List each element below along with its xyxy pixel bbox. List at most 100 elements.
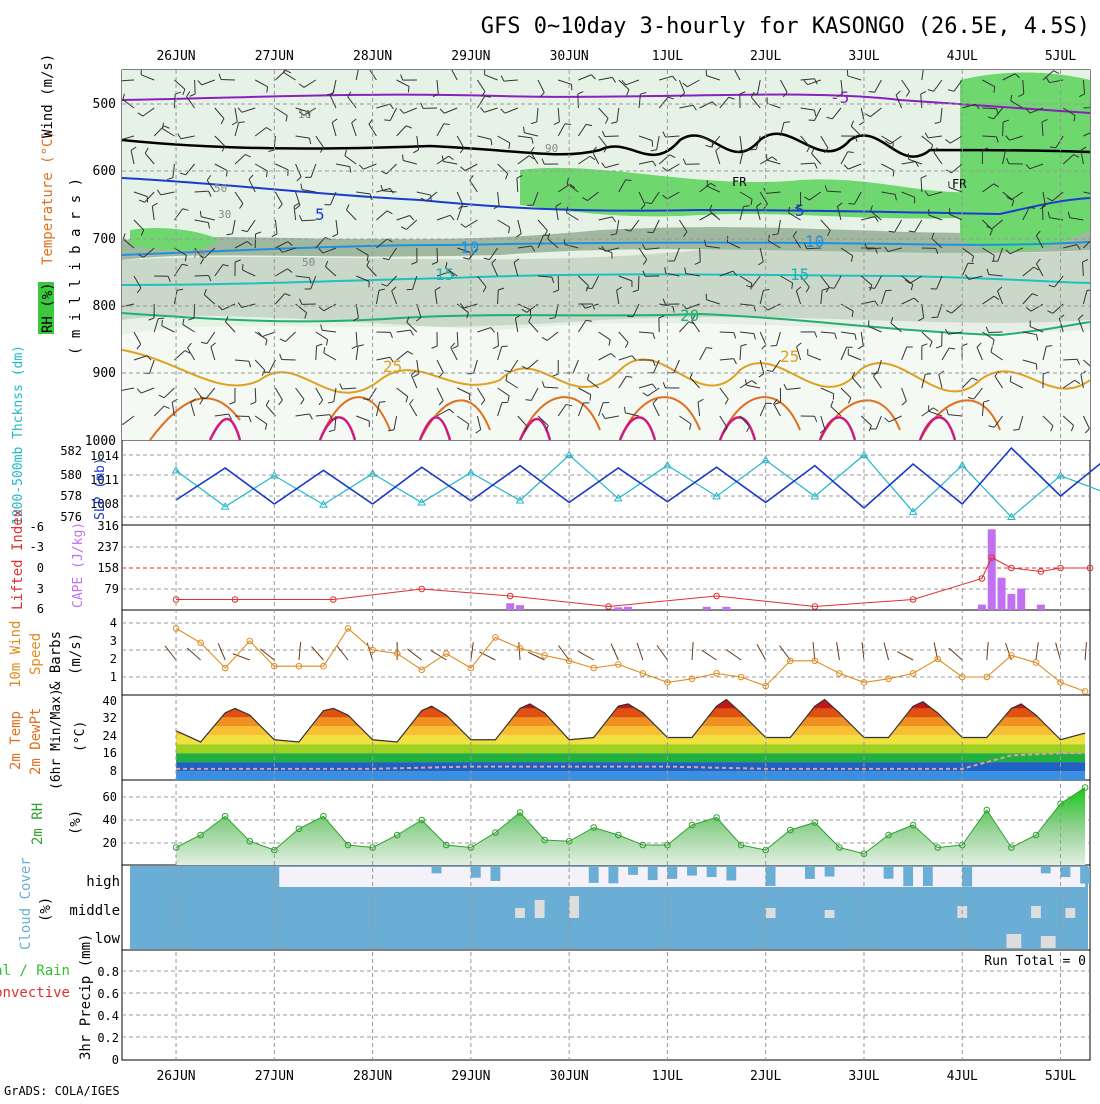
wind10-label-d: (m/s) [68,633,84,675]
wind10-barb [813,642,815,660]
cape-bar [988,529,996,610]
rh-tick-40: 40 [103,813,117,827]
credit-label: GrADS: COLA/IGES [4,1084,120,1098]
rh-label-50: 50 [214,182,227,195]
temp2m-label-b: 2m DewPt [28,708,44,775]
high-cloud-block [766,867,776,886]
rh2m-label-a: 2m RH [30,803,46,845]
slp-label: SLP (mb) [93,457,108,520]
rh-label-10: 10 [298,108,311,121]
temp2m-label-a: 2m Temp [8,711,24,770]
high-cloud-block [687,867,697,876]
chart-title: GFS 0~10day 3-hourly for KASONGO (26.5E,… [481,14,1090,39]
contour-label-20: 20 [680,306,699,325]
wind-barb [638,276,639,290]
wind-barb-flag [1036,364,1037,370]
temp2m-label-c: (6hr Min/Max) [49,688,64,790]
lifted-index-label: Lifted Index [10,509,26,610]
wind-barb-flag [1092,369,1094,375]
thickness-line [173,452,1100,520]
cloud-label-a: Cloud Cover [18,857,34,950]
run-total: Run Total = 0 [984,954,1086,969]
wind10-path [176,628,1085,691]
li-tick-6: 6 [37,602,44,616]
thick-tick-578: 578 [60,489,82,503]
wind-barb [437,248,438,262]
date-label-top: 29JUN [451,49,490,64]
wind10-barb [337,646,348,660]
cape-bar [998,578,1006,610]
date-label-bottom: 5JUL [1045,1069,1076,1084]
wind-barb-flag [408,86,409,92]
wind-barb-flag [809,120,815,121]
wind10-label-b: Speed [28,633,44,675]
upper-tick-900: 900 [93,366,116,381]
low-cloud-gap [1041,936,1056,948]
wind10-barb [726,650,741,660]
wind10-barb [218,643,225,660]
upper-y-labels: RH (%) Temperature (°C) Wind (m/s) ( m i… [38,54,84,355]
precip-total-label: Total / Rain [0,963,70,979]
wind-barb-flag [1087,290,1093,291]
wind-barb-flag [118,75,121,80]
date-label-bottom: 3JUL [848,1069,879,1084]
wind10-barb [837,642,840,660]
wind-barb-flag [733,63,737,68]
contour-label-15a: 15 [435,265,454,284]
date-label-top: 4JUL [947,49,978,64]
rh2m-panel: 20 40 60 2m RH (%) [30,785,1090,865]
wind-barb [1003,122,1004,136]
precip-tick-08: 0.8 [97,965,119,979]
cape-bar [978,605,986,610]
contour-label-25a: 25 [383,357,402,376]
date-label-bottom: 30JUN [550,1069,589,1084]
date-label-bottom: 26JUN [156,1069,195,1084]
date-label-top: 30JUN [550,49,589,64]
date-label-top: 3JUL [848,49,879,64]
contour-label-fr-a: FR [732,175,747,189]
wind-barb [605,136,619,137]
precip-tick-0: 0 [112,1053,119,1067]
cloud-level-middle: middle [69,903,120,919]
wind-barb-flag [384,120,390,121]
li-tick-0: 0 [37,561,44,575]
high-cloud-block [432,867,442,873]
precip-tick-06: 0.6 [97,987,119,1001]
wind-label: Wind (m/s) [40,54,56,138]
li-tick-m6: -6 [30,520,44,534]
wind-barb-flag [162,320,163,326]
wind10-barb [1036,642,1038,660]
upper-rh-shading [122,70,1090,440]
rh-tick-60: 60 [103,790,117,804]
contour-label-fr-b: FR [952,177,967,191]
precip-tick-02: 0.2 [97,1031,119,1045]
temp-band [122,771,1090,780]
date-label-top: 1JUL [652,49,683,64]
contour-label-15b: 15 [790,265,809,284]
middle-cloud-gap [569,896,579,918]
upper-tick-800: 800 [93,299,116,314]
wind-barb-flag [1096,130,1100,134]
lifted-index-path [176,558,1090,607]
middle-cloud-gap [515,908,525,918]
precip-conv-label: Convective [0,985,70,1001]
thick-tick-580: 580 [60,468,82,482]
contour-label-25b: 25 [780,347,799,366]
thickness-label: 1000-500mb Thcknss (dm) [11,345,26,525]
li-tick-m3: -3 [30,540,44,554]
wind-tick-1: 1 [110,670,117,684]
wind-barb-flag [1029,208,1035,209]
cape-bar [1007,594,1015,610]
precip-panel: Run Total = 0 0 0.2 0.4 0.6 0.8 Total / … [0,934,1090,1067]
temp-band [122,699,1090,708]
upper-y-ticks: 500 600 700 800 900 1000 [85,97,116,449]
wind-barb-flag [525,400,531,401]
wind-barb-flag [369,63,372,68]
wind-barb [578,94,579,108]
wind-barb-flag [263,372,269,373]
rh2m-label-b: (%) [68,810,84,835]
wind10-barb [312,647,324,660]
temp2m-panel: 8 16 24 32 40 2m Temp 2m DewPt (6hr Min/… [8,688,1090,790]
cloud-level-high: high [86,874,120,890]
wind10-barb [558,646,569,660]
